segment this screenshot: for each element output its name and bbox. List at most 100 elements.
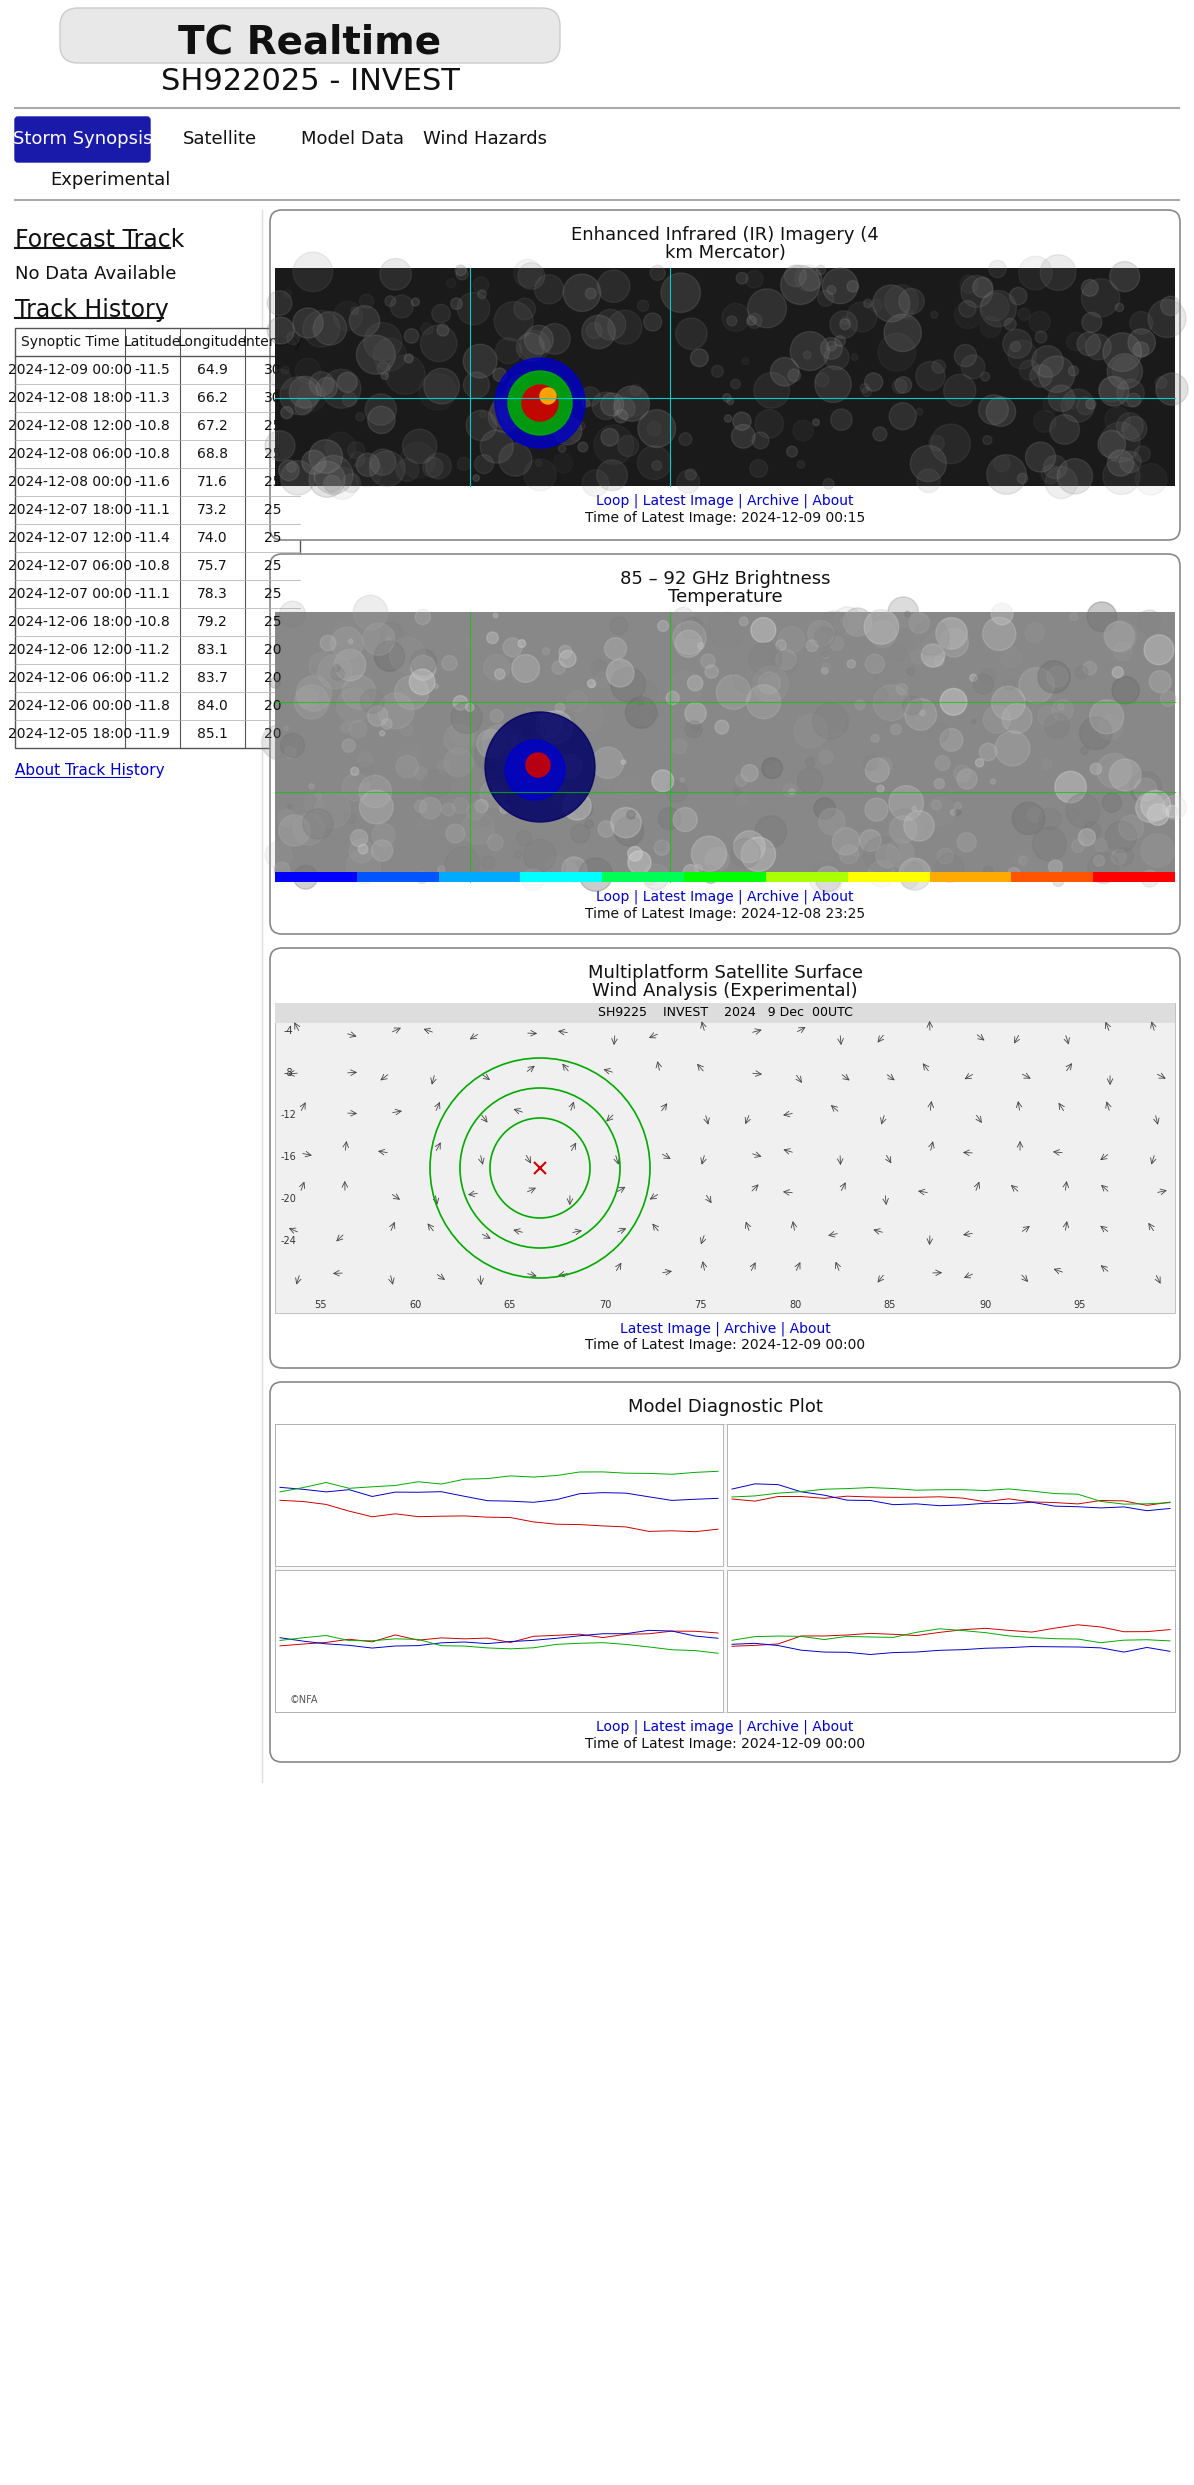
Circle shape bbox=[1029, 706, 1035, 711]
Circle shape bbox=[524, 840, 556, 872]
Circle shape bbox=[326, 467, 358, 499]
Circle shape bbox=[958, 768, 977, 790]
Circle shape bbox=[767, 763, 789, 785]
Circle shape bbox=[727, 316, 737, 326]
Circle shape bbox=[682, 616, 702, 639]
Circle shape bbox=[1041, 465, 1060, 485]
Circle shape bbox=[1098, 430, 1126, 457]
Circle shape bbox=[910, 445, 947, 482]
Circle shape bbox=[888, 785, 924, 820]
Circle shape bbox=[387, 629, 395, 639]
Text: 25: 25 bbox=[264, 614, 282, 629]
Circle shape bbox=[917, 470, 940, 492]
Circle shape bbox=[787, 447, 798, 457]
Text: TC Realtime: TC Realtime bbox=[178, 22, 442, 62]
Circle shape bbox=[905, 698, 936, 731]
Circle shape bbox=[816, 266, 825, 276]
Circle shape bbox=[745, 271, 763, 288]
Circle shape bbox=[980, 373, 990, 380]
Text: No Data Available: No Data Available bbox=[16, 266, 177, 283]
Circle shape bbox=[455, 266, 466, 276]
Circle shape bbox=[733, 788, 740, 795]
Circle shape bbox=[592, 393, 620, 420]
Circle shape bbox=[529, 393, 536, 400]
Circle shape bbox=[816, 373, 829, 388]
Circle shape bbox=[697, 644, 704, 649]
Text: 78.3: 78.3 bbox=[197, 586, 228, 601]
Circle shape bbox=[425, 452, 451, 480]
Circle shape bbox=[353, 596, 388, 629]
Circle shape bbox=[487, 631, 498, 644]
Circle shape bbox=[929, 435, 944, 450]
Text: -11.1: -11.1 bbox=[135, 502, 171, 517]
Circle shape bbox=[279, 601, 306, 626]
Circle shape bbox=[597, 271, 630, 303]
FancyBboxPatch shape bbox=[270, 211, 1180, 539]
Circle shape bbox=[685, 470, 696, 480]
Circle shape bbox=[1052, 698, 1073, 721]
Circle shape bbox=[343, 393, 357, 408]
Circle shape bbox=[868, 860, 894, 887]
Circle shape bbox=[424, 368, 460, 405]
Circle shape bbox=[566, 741, 571, 746]
Circle shape bbox=[597, 773, 611, 788]
Circle shape bbox=[444, 723, 474, 753]
Text: 80: 80 bbox=[789, 1300, 801, 1310]
Circle shape bbox=[644, 313, 661, 331]
Circle shape bbox=[512, 736, 527, 750]
Circle shape bbox=[1082, 278, 1098, 296]
Circle shape bbox=[847, 281, 858, 293]
Circle shape bbox=[405, 353, 413, 363]
Circle shape bbox=[839, 845, 858, 865]
Circle shape bbox=[275, 862, 290, 877]
Circle shape bbox=[513, 726, 522, 736]
Text: 2024-12-06 06:00: 2024-12-06 06:00 bbox=[8, 671, 133, 686]
Circle shape bbox=[1047, 666, 1067, 688]
Circle shape bbox=[591, 661, 608, 678]
Circle shape bbox=[343, 676, 376, 708]
Circle shape bbox=[1141, 790, 1171, 820]
Bar bbox=[275, 1571, 724, 1712]
Circle shape bbox=[991, 604, 1013, 624]
Circle shape bbox=[832, 828, 860, 855]
Circle shape bbox=[365, 393, 396, 425]
Circle shape bbox=[394, 676, 429, 711]
Circle shape bbox=[749, 644, 782, 676]
Circle shape bbox=[1061, 390, 1095, 422]
Circle shape bbox=[499, 442, 531, 477]
Circle shape bbox=[363, 624, 395, 656]
Circle shape bbox=[638, 698, 644, 706]
Circle shape bbox=[931, 311, 937, 318]
Circle shape bbox=[432, 303, 450, 323]
Circle shape bbox=[961, 276, 992, 308]
Circle shape bbox=[1127, 393, 1140, 408]
Circle shape bbox=[378, 693, 414, 728]
Circle shape bbox=[890, 403, 916, 430]
Circle shape bbox=[1144, 634, 1174, 663]
Circle shape bbox=[940, 728, 962, 750]
Circle shape bbox=[370, 450, 396, 475]
Circle shape bbox=[414, 800, 426, 813]
Circle shape bbox=[1020, 360, 1040, 380]
Circle shape bbox=[386, 355, 425, 395]
Circle shape bbox=[552, 661, 565, 673]
Circle shape bbox=[574, 800, 593, 818]
Circle shape bbox=[922, 644, 944, 666]
Circle shape bbox=[1104, 408, 1131, 432]
Circle shape bbox=[1071, 840, 1084, 852]
Circle shape bbox=[487, 835, 503, 850]
Circle shape bbox=[542, 417, 550, 427]
Bar bbox=[275, 1424, 724, 1566]
Circle shape bbox=[1115, 303, 1124, 311]
Circle shape bbox=[679, 432, 691, 445]
Circle shape bbox=[635, 681, 658, 703]
Text: 65: 65 bbox=[504, 1300, 516, 1310]
Text: 67.2: 67.2 bbox=[197, 420, 228, 432]
Circle shape bbox=[1082, 278, 1120, 318]
Text: 20: 20 bbox=[264, 671, 282, 686]
Circle shape bbox=[758, 671, 781, 693]
Circle shape bbox=[585, 820, 593, 828]
Circle shape bbox=[905, 862, 923, 880]
Circle shape bbox=[462, 813, 494, 845]
Circle shape bbox=[776, 649, 796, 668]
